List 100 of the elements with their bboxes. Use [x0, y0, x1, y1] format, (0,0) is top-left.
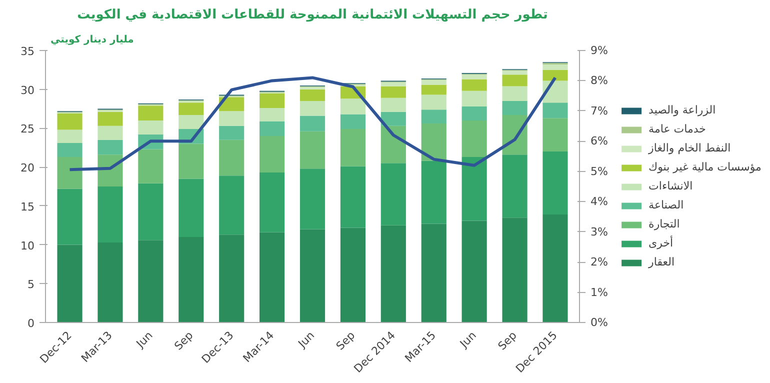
bar — [57, 156, 82, 189]
legend-label: النفط الخام والغاز — [648, 142, 731, 154]
y-tick-label: 35 — [20, 45, 35, 58]
y-tick-label: 15 — [20, 200, 35, 214]
x-tick-label: Sep — [496, 328, 520, 353]
y-tick-label: 30 — [20, 84, 35, 97]
bar — [421, 124, 446, 161]
y-tick-label: 10 — [20, 239, 35, 252]
bar — [260, 93, 285, 108]
chart-title: تطور حجم التسهيلات الائتمانية الممنوحة للقطاعات الاقتصادية في الكويت — [77, 8, 548, 22]
y2-tick-label: 3% — [590, 225, 608, 238]
bar — [502, 74, 528, 86]
bar — [260, 108, 285, 122]
bar — [57, 244, 82, 322]
bar — [421, 80, 446, 85]
y2-tick-label: 4% — [590, 195, 608, 208]
bar — [421, 84, 446, 95]
bar — [138, 149, 164, 184]
legend-label: مؤسسات مالية غير بنوك — [648, 160, 762, 174]
bar — [542, 70, 568, 81]
line-series — [68, 76, 557, 172]
y2-tick-label: 2% — [590, 256, 608, 269]
bar — [98, 126, 123, 140]
bar — [178, 144, 204, 179]
y2-tick-label: 9% — [590, 44, 608, 57]
bar — [138, 240, 164, 322]
bar — [462, 79, 487, 91]
bar — [462, 90, 487, 106]
bar — [98, 112, 123, 126]
bar — [380, 126, 406, 164]
bar — [380, 98, 406, 112]
bar — [502, 70, 528, 75]
bar — [219, 140, 244, 176]
y2-tick-label: 5% — [590, 164, 608, 178]
y-tick-label: 25 — [20, 122, 35, 136]
bar — [502, 218, 528, 322]
y-tick-label: 0 — [28, 317, 34, 330]
bar — [219, 176, 244, 235]
bar — [421, 110, 446, 124]
legend-label: العقار — [648, 256, 675, 268]
x-tick-label: Jun — [456, 328, 479, 351]
y2-tick-label: 7% — [590, 104, 608, 118]
bar — [57, 130, 82, 143]
bar — [462, 156, 487, 221]
bar — [340, 98, 366, 114]
bar — [542, 118, 568, 152]
bar — [421, 160, 446, 224]
bar — [380, 163, 406, 226]
bar — [219, 97, 244, 112]
bar — [260, 136, 285, 173]
x-tick-label: Jun — [133, 328, 156, 351]
bar — [138, 120, 164, 134]
y2-tick-label: 1% — [590, 286, 608, 299]
bar — [219, 111, 244, 126]
bar — [260, 172, 285, 232]
bar — [542, 152, 568, 214]
bar — [380, 82, 406, 86]
bar — [542, 102, 568, 118]
y2-tick-label: 8% — [590, 74, 608, 88]
bar — [300, 131, 326, 169]
bar — [178, 237, 204, 322]
bar — [300, 168, 326, 230]
y-axis-title: مليار دينار كويتي — [50, 34, 134, 46]
bar — [260, 232, 285, 322]
bar — [300, 229, 326, 322]
bar — [421, 94, 446, 110]
legend-label: أخرى — [648, 236, 674, 250]
y2-tick-label: 0% — [590, 316, 608, 329]
bar — [421, 224, 446, 322]
bar — [502, 101, 528, 116]
x-tick-label: Sep — [172, 328, 196, 353]
bar — [98, 154, 123, 186]
bar — [340, 166, 366, 228]
bar — [178, 178, 204, 238]
bar — [380, 112, 406, 126]
bar — [300, 116, 326, 132]
y-tick-label: 20 — [20, 162, 35, 175]
bar — [502, 86, 528, 102]
legend-label: التجارة — [648, 218, 680, 230]
bar — [502, 154, 528, 218]
y-tick-label: 5 — [28, 278, 34, 292]
bar — [462, 74, 487, 80]
bar — [300, 101, 326, 116]
bar — [178, 102, 204, 116]
bar — [57, 188, 82, 245]
legend-label: خدمات عامة — [648, 122, 706, 136]
bar — [380, 225, 406, 322]
bar — [300, 89, 326, 102]
legend-label: الصناعة — [648, 198, 684, 212]
bar — [138, 106, 164, 120]
bar — [57, 142, 82, 157]
bar — [260, 121, 285, 136]
bar — [380, 86, 406, 98]
bar — [98, 242, 123, 322]
y2-tick-label: 6% — [590, 134, 608, 148]
legend-label: الانشاءات — [648, 180, 693, 192]
bar — [462, 120, 487, 157]
bar — [219, 126, 244, 140]
bar — [138, 183, 164, 240]
bar — [340, 128, 366, 166]
